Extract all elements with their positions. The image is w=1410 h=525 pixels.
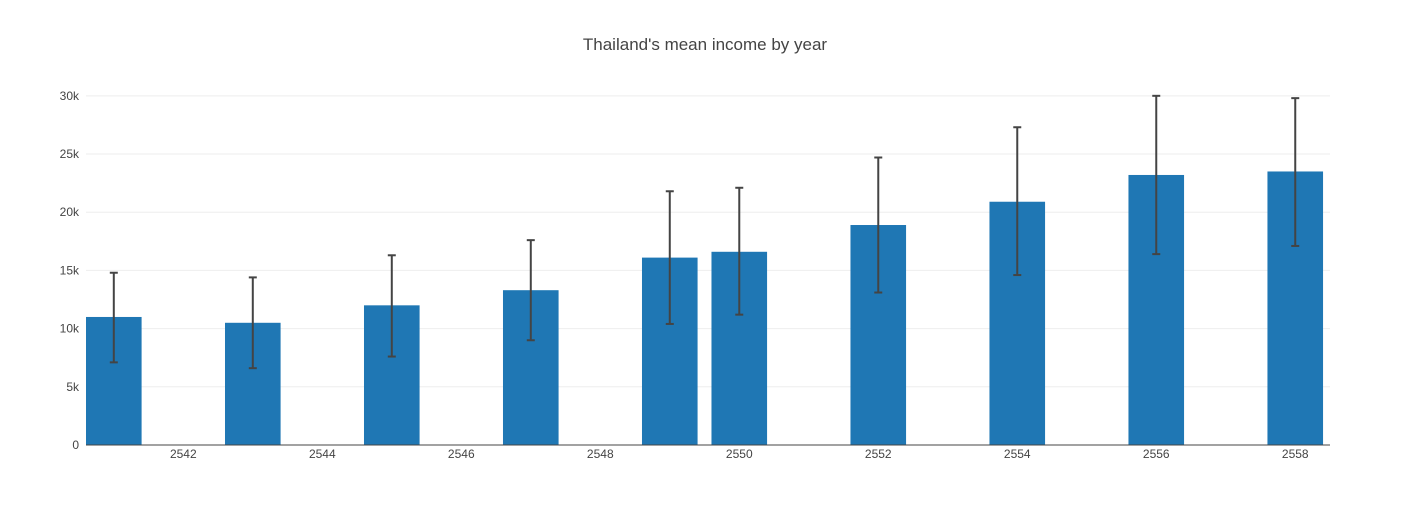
error-bar [874,156,883,294]
y-tick-label: 0 [72,438,79,452]
x-tick-label: 2556 [1143,447,1170,461]
y-tick-label: 30k [60,89,80,103]
x-tick-label: 2558 [1282,447,1309,461]
x-tick-labels: 2542 2544 2546 2548 2550 2552 2554 2556 2558 [170,447,1309,461]
x-tick-label: 2546 [448,447,475,461]
x-tick-label: 2550 [726,447,753,461]
error-bar [109,271,118,364]
x-tick-label: 2554 [1004,447,1031,461]
x-tick-label: 2542 [170,447,197,461]
chart-title: Thailand's mean income by year [583,35,828,54]
error-bar [387,254,396,358]
y-tick-label: 25k [60,147,80,161]
grid-lines [86,95,1330,388]
error-bar [735,186,744,316]
y-tick-label: 15k [60,263,80,277]
error-bar [248,276,257,370]
y-tick-labels: 0 5k 10k 15k 20k 25k 30k [60,89,80,452]
bars-group [86,171,1324,445]
error-bar [1152,94,1161,256]
error-bar [665,190,674,325]
x-tick-label: 2552 [865,447,892,461]
error-bar [1013,126,1022,277]
x-tick-label: 2544 [309,447,336,461]
y-tick-label: 10k [60,322,80,336]
x-tick-label: 2548 [587,447,614,461]
y-tick-label: 5k [66,380,80,394]
error-bar [526,239,535,342]
error-bar [1291,97,1300,247]
error-bars-group [109,94,1300,370]
y-tick-label: 20k [60,205,80,219]
